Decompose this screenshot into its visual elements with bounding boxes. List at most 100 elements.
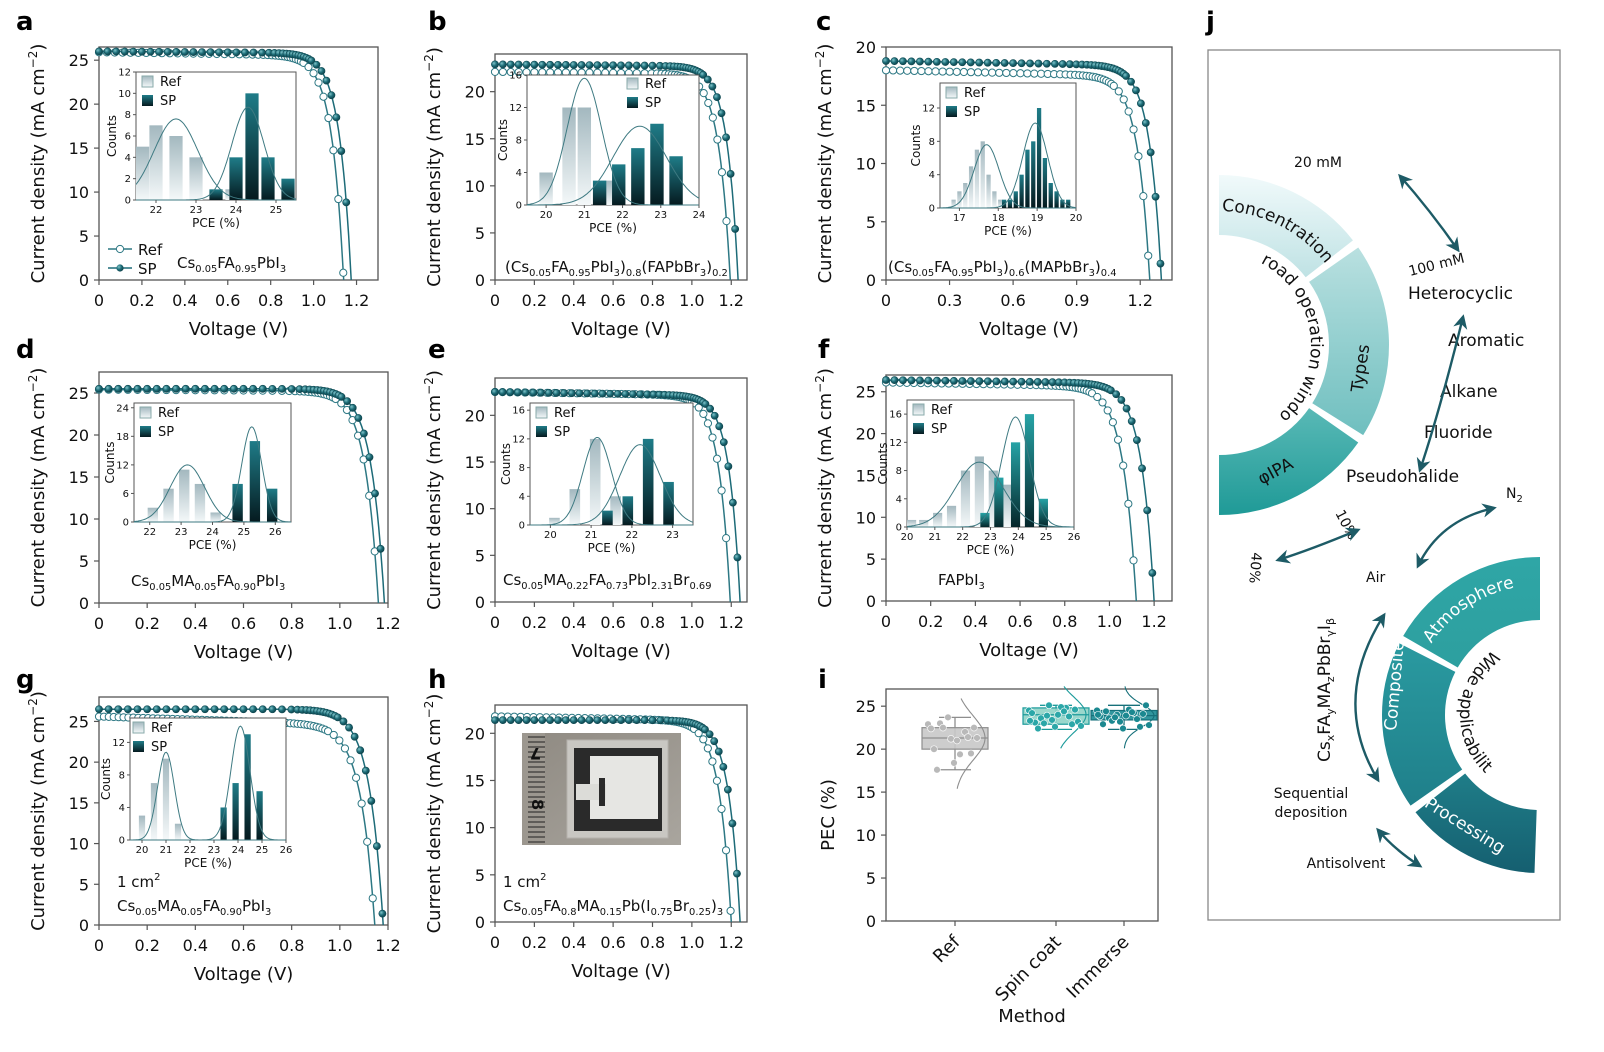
- data-point: [1128, 708, 1136, 716]
- sp-histogram-bar: [602, 510, 613, 525]
- inset-y-axis-label: Counts: [876, 443, 890, 485]
- double-arrow-processing: [1376, 827, 1423, 868]
- ref-data-point: [1144, 251, 1153, 260]
- sp-histogram-bar: [1054, 191, 1059, 208]
- y-tick-label: 15: [69, 139, 89, 158]
- y-tick-label: 10: [69, 835, 89, 854]
- sp-histogram-bar: [209, 189, 223, 200]
- y-tick-label: 10: [69, 510, 89, 529]
- ref-data-point: [329, 730, 338, 740]
- ref-histogram-bar: [162, 758, 170, 840]
- sp-data-point: [719, 438, 728, 447]
- data-point: [1136, 723, 1144, 731]
- plot-frame: [885, 688, 1159, 922]
- y-tick-label: 20: [856, 425, 876, 444]
- panel-c: c 0 0.3 0.6 0.9 1.2 0 5 10 15 20 Voltage (V) Current…: [813, 7, 1173, 340]
- sp-data-point: [1127, 77, 1135, 86]
- inset-y-tick-label: 4: [125, 153, 131, 164]
- data-point: [1145, 721, 1153, 729]
- x-tick-label: 0.6: [600, 291, 625, 310]
- ref-data-point: [713, 135, 722, 144]
- data-point: [970, 723, 978, 732]
- sp-data-point: [220, 705, 229, 714]
- ref-histogram-bar: [562, 107, 576, 205]
- x-tick-label: 1.0: [327, 936, 352, 955]
- sp-data-point: [561, 61, 570, 69]
- sp-data-point: [933, 376, 941, 385]
- sp-data-point: [648, 716, 657, 725]
- inset-x-tick-label: 22: [184, 845, 197, 856]
- panel-f: f 0 0.2 0.4 0.6 0.8 1.0 1.2 0 5 10 15 20 25 Voltage (V…: [813, 335, 1173, 661]
- sp-histogram-bar: [1007, 199, 1013, 208]
- ref-data-point: [1139, 192, 1148, 201]
- inset-legend-sp-swatch: [946, 106, 957, 117]
- sp-data-point: [975, 58, 984, 67]
- data-point: [944, 713, 952, 722]
- inset-legend-sp-swatch: [627, 97, 638, 108]
- y-tick-label: 20: [465, 406, 485, 425]
- sp-data-point: [210, 384, 219, 393]
- sp-data-point: [339, 717, 348, 726]
- data-point: [1048, 716, 1056, 724]
- sp-data-point: [719, 762, 728, 771]
- inset-y-tick-label: 16: [512, 406, 525, 417]
- inset-y-tick-label: 18: [116, 432, 129, 443]
- sp-data-point: [1151, 192, 1160, 201]
- inset-legend-ref-swatch: [132, 721, 145, 734]
- inset-x-tick-label: 23: [984, 532, 997, 543]
- inset-x-tick-label: 23: [654, 210, 667, 221]
- sp-data-point: [899, 376, 907, 385]
- sp-data-point: [656, 716, 665, 725]
- ref-data-point: [888, 66, 898, 75]
- ref-data-point: [945, 67, 954, 76]
- sp-data-point: [220, 384, 229, 393]
- sp-data-point: [332, 113, 341, 122]
- x-tick-label: 0.6: [231, 614, 256, 633]
- inset-y-tick-label: 4: [519, 492, 525, 503]
- data-point: [1051, 723, 1059, 731]
- x-tick-label: 0: [94, 291, 104, 310]
- x-axis-label: Voltage (V): [189, 319, 289, 340]
- data-point: [1065, 712, 1073, 721]
- sp-data-point: [172, 48, 181, 56]
- ring-segment-ipa: [1219, 408, 1359, 515]
- inset-legend-sp-label: SP: [160, 94, 176, 109]
- sp-data-point: [1122, 72, 1130, 80]
- inset-y-tick-label: 12: [116, 460, 129, 471]
- y-tick-label: 5: [79, 227, 89, 246]
- x-axis-label: Voltage (V): [979, 319, 1079, 340]
- sp-data-point: [949, 58, 958, 67]
- sp-data-point: [992, 58, 1001, 67]
- ref-gaussian-fit: [526, 77, 699, 206]
- y-tick-label: 5: [79, 552, 89, 571]
- x-tick-label: 0.6: [1000, 291, 1025, 310]
- inset-y-tick-label: 4: [929, 170, 935, 181]
- x-tick-label: 0.6: [231, 936, 256, 955]
- inset-x-tick-label: 22: [150, 205, 163, 216]
- sp-data-point: [239, 384, 248, 393]
- sp-data-point: [506, 388, 515, 397]
- x-tick-label: 0.2: [522, 933, 547, 952]
- sp-data-point: [546, 716, 555, 724]
- double-arrow-ipa: [1275, 527, 1361, 564]
- x-axis-label: Method: [998, 1006, 1066, 1027]
- y-tick-label: 10: [856, 508, 876, 527]
- x-tick-label: Spin coat: [991, 932, 1065, 1006]
- inset-y-tick-label: 8: [516, 136, 522, 147]
- ref-data-point: [1119, 95, 1128, 104]
- inset-y-tick-label: 12: [118, 68, 131, 79]
- ref-gaussian-fit: [940, 144, 1076, 209]
- sp-data-point: [924, 57, 933, 66]
- inset-x-tick-label: 25: [1040, 532, 1053, 543]
- panel-label: i: [818, 665, 827, 695]
- composition-label: (Cs0.05​FA0.95​PbI3​)0.8​(FAPbBr3​)0.2​: [505, 258, 728, 279]
- inset-x-axis-label: PCE (%): [589, 221, 637, 235]
- y-tick-label: 25: [69, 51, 89, 70]
- y-tick-label: 0: [866, 592, 876, 611]
- sp-data-point: [268, 705, 277, 714]
- composition-label: Cs0.05​FA0.8​MA0.15​Pb(I0.75​Br0.25​)3​: [503, 897, 723, 918]
- composition-label: Cs0.05​MA0.05​FA0.90​PbI3​: [117, 897, 271, 918]
- sp-data-point: [585, 716, 594, 724]
- area-label: 1 cm2: [117, 872, 161, 891]
- annotation-20mm: 20 mM: [1294, 155, 1342, 171]
